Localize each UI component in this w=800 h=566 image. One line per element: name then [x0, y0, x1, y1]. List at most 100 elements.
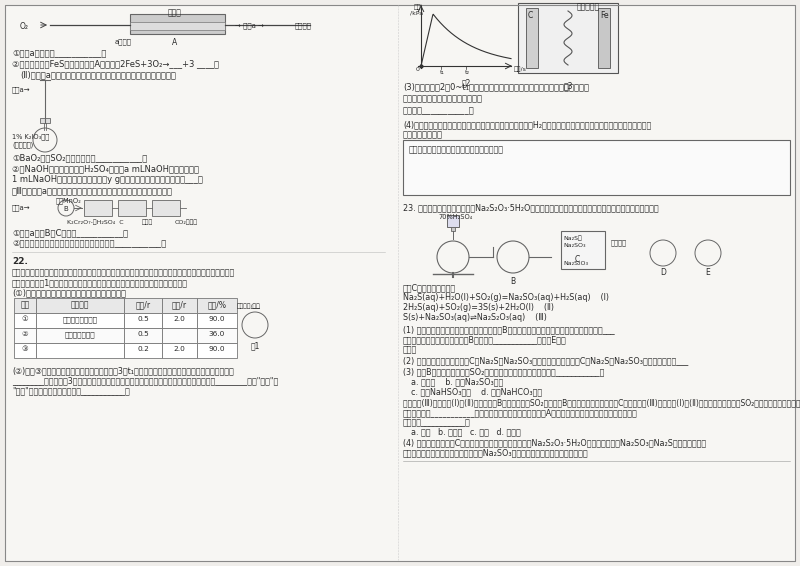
Text: 90.0: 90.0 — [209, 346, 226, 352]
Text: (3) 装置B的作用之一是控制SO₂的生成速率，其中的液体最好选择___________，: (3) 装置B的作用之一是控制SO₂的生成速率，其中的液体最好选择_______… — [403, 367, 604, 376]
Text: 过多的现象是___________。反应后再用酒精灯适当加热过滤A，实验室用酒精灯加热时必须使用石棉环: 过多的现象是___________。反应后再用酒精灯适当加热过滤A，实验室用酒精… — [403, 408, 638, 417]
Text: 假设一：发生析氢腐蚀产生了气体；: 假设一：发生析氢腐蚀产生了气体； — [403, 94, 483, 103]
Bar — [403, 140, 790, 195]
Text: 2.0: 2.0 — [174, 316, 186, 322]
Text: K₂Cr₂O₇-稀H₂SO₄  C: K₂Cr₂O₇-稀H₂SO₄ C — [67, 219, 124, 225]
Text: 时间/s: 时间/s — [514, 66, 527, 71]
Text: 实验步骤和结论（不要求写具体操作过程）：: 实验步骤和结论（不要求写具体操作过程）： — [409, 145, 504, 154]
Text: (3)该小组对图2中0~t₁时压强变大的原因提出了如下假设，请你完成假设二：: (3)该小组对图2中0~t₁时压强变大的原因提出了如下假设，请你完成假设二： — [403, 82, 589, 91]
Text: (4)为验证假设一，某同学设计了检验收集的气体中是否含有H₂的方案。请你再设计一个实验方案验证假设一，写出: (4)为验证假设一，某同学设计了检验收集的气体中是否含有H₂的方案。请你再设计一… — [403, 120, 651, 129]
Text: t₂: t₂ — [465, 70, 470, 75]
Text: S(s)+Na₂SO₃(aq)⇌Na₂S₂O₃(aq)    (Ⅲ): S(s)+Na₂SO₃(aq)⇌Na₂S₂O₃(aq) (Ⅲ) — [403, 313, 547, 322]
Bar — [14, 343, 36, 358]
Text: C: C — [575, 255, 580, 264]
Text: ①气体a通过B和C的目的___________，: ①气体a通过B和C的目的___________， — [12, 228, 128, 237]
Bar — [124, 313, 162, 328]
Text: 图1: 图1 — [250, 341, 260, 350]
Text: 电解质溶液: 电解质溶液 — [577, 2, 599, 11]
Bar — [162, 298, 197, 313]
Text: t₁: t₁ — [440, 70, 445, 75]
Text: (2) 为提高产品纯度，使烧瓶C中Na₂S和Na₂SO₃尽好完全反应，则烧瓶C中Na₂S和Na₂SO₃物质的量之比为___: (2) 为提高产品纯度，使烧瓶C中Na₂S和Na₂SO₃尽好完全反应，则烧瓶C中… — [403, 356, 688, 365]
Text: 0.2: 0.2 — [137, 346, 149, 352]
Text: ②用NaOH溶液确定生成的H₂SO₄，消耗a mLNaOH溶液，若消耗: ②用NaOH溶液确定生成的H₂SO₄，消耗a mLNaOH溶液，若消耗 — [12, 164, 199, 173]
Text: CO₂吸收管: CO₂吸收管 — [175, 219, 198, 225]
Text: (②)编号③实验测得容器中压强随时间变化如图3，t₁时，容器中压强总是不起负压，其原因是发生了: (②)编号③实验测得容器中压强随时间变化如图3，t₁时，容器中压强总是不起负压，… — [12, 366, 234, 375]
Text: 90.0: 90.0 — [209, 316, 226, 322]
Text: a. 蒸馏水    b. 饱和Na₂SO₃溶液: a. 蒸馏水 b. 饱和Na₂SO₃溶液 — [411, 377, 503, 386]
Text: 隐形MnO₂: 隐形MnO₂ — [56, 197, 82, 204]
Text: 36.0: 36.0 — [209, 331, 225, 337]
Text: 0: 0 — [416, 67, 420, 72]
Text: O₂: O₂ — [20, 22, 29, 31]
Text: (4) 反应结束后，烧瓶C中的混合液过滤蒸发浓缩后可得到Na₂S₂O₃·5H₂O，其中可能含有Na₂SO₃、Na₂S等杂质，利用所: (4) 反应结束后，烧瓶C中的混合液过滤蒸发浓缩后可得到Na₂S₂O₃·5H₂O… — [403, 438, 706, 447]
Text: (淀粉分解): (淀粉分解) — [12, 141, 34, 148]
Text: (①)请完成以下实验设计表（表中不要留空格），: (①)请完成以下实验设计表（表中不要留空格）， — [12, 288, 126, 297]
Text: 0.5: 0.5 — [137, 316, 149, 322]
Bar — [130, 14, 225, 34]
Text: ③: ③ — [22, 346, 28, 352]
Bar — [518, 3, 618, 73]
Bar — [14, 298, 36, 313]
Bar — [561, 231, 605, 269]
Text: 缓冲装置: 缓冲装置 — [611, 239, 627, 246]
Text: 2H₂S(aq)+SO₂(g)=3S(s)+2H₂O(l)    (Ⅱ): 2H₂S(aq)+SO₂(g)=3S(s)+2H₂O(l) (Ⅱ) — [403, 303, 554, 312]
Text: ②: ② — [22, 331, 28, 337]
Bar — [84, 200, 112, 216]
Bar — [197, 298, 237, 313]
Text: 实验步骤和结论。: 实验步骤和结论。 — [403, 130, 443, 139]
Text: 70%H₂SO₄: 70%H₂SO₄ — [438, 214, 472, 220]
Text: 压强
/kPa: 压强 /kPa — [410, 4, 423, 15]
Text: "还原"）反应，其电极反应式是___________。: "还原"）反应，其电极反应式是___________。 — [12, 386, 130, 395]
Bar — [14, 328, 36, 343]
Text: 气体a→: 气体a→ — [12, 204, 30, 211]
Text: 23. 工业上常利用含硫废水生产Na₂S₂O₃·5H₂O，实验室可用如下装置（略去部分加热仪器）模拟生成过程。: 23. 工业上常利用含硫废水生产Na₂S₂O₃·5H₂O，实验室可用如下装置（略… — [403, 203, 658, 212]
Bar — [526, 8, 538, 68]
Text: Na₂S₂O₃: Na₂S₂O₃ — [563, 261, 588, 266]
Text: B: B — [510, 277, 515, 286]
Text: ①: ① — [22, 316, 28, 322]
Text: 已知反应(Ⅲ)相对反应(Ⅰ)和(Ⅱ)较慢，烧瓶B中先通入一些SO₂，将容器B中的液体全部转移到烧瓶C，已知反应(Ⅲ)相对反应(Ⅰ)和(Ⅱ)较慢，后再继续通入SO: 已知反应(Ⅲ)相对反应(Ⅰ)和(Ⅱ)较慢，烧瓶B中先通入一些SO₂，将容器B中的… — [403, 398, 800, 407]
Text: E: E — [706, 268, 710, 277]
Bar — [130, 22, 225, 30]
Text: （Ⅲ）将气体a通入测硫装置中（如下图），采用重量法测定硫的质量。: （Ⅲ）将气体a通入测硫装置中（如下图），采用重量法测定硫的质量。 — [12, 186, 173, 195]
Bar — [124, 298, 162, 313]
Text: 0.5: 0.5 — [137, 331, 149, 337]
Bar — [197, 328, 237, 343]
Text: 研究小组为探究酸性条件下铁发生电化学腐蚀类型的影响因素，将适合合均的新制锉和橘齿置于密胱底部，: 研究小组为探究酸性条件下铁发生电化学腐蚀类型的影响因素，将适合合均的新制锉和橘齿… — [12, 268, 235, 277]
Text: Na₂S(aq)+H₂O(l)+SO₂(g)=Na₂SO₃(aq)+H₂S(aq)    (Ⅰ): Na₂S(aq)+H₂O(l)+SO₂(g)=Na₂SO₃(aq)+H₂S(aq… — [403, 293, 609, 302]
Bar — [451, 227, 455, 231]
Bar — [36, 313, 124, 328]
Bar — [36, 343, 124, 358]
Text: 碳粉/r: 碳粉/r — [135, 300, 150, 309]
Bar — [197, 343, 237, 358]
Text: 图3: 图3 — [563, 81, 573, 90]
Text: (Ⅱ)将气体a通入测硫酸装置中（如图），采用滴定法测定硫的含量。: (Ⅱ)将气体a通入测硫酸装置中（如图），采用滴定法测定硫的含量。 — [20, 70, 176, 79]
Text: a. 烧杯   b. 蒸发皿   c. 试管   d. 使用盘: a. 烧杯 b. 蒸发皿 c. 试管 d. 使用盘 — [411, 427, 521, 436]
Text: → 气体a →: → 气体a → — [235, 22, 264, 29]
Bar — [36, 298, 124, 313]
Bar — [14, 313, 36, 328]
Text: ①BaO₂氧化SO₂的化学方程式___________。: ①BaO₂氧化SO₂的化学方程式___________。 — [12, 153, 147, 162]
Text: 气体a→: 气体a→ — [12, 86, 30, 93]
Text: ①气体a的成分是___________。: ①气体a的成分是___________。 — [12, 48, 106, 57]
Text: 给试剂设计实验，检测产品中是否存在Na₂SO₃。简要说明实验操作、现象和结论：: 给试剂设计实验，检测产品中是否存在Na₂SO₃。简要说明实验操作、现象和结论： — [403, 448, 589, 457]
Text: 铁片/r: 铁片/r — [172, 300, 187, 309]
Text: 1 mLNaOH溶液相当于硫的质量为y g，则该钢棒中硫的质量分数为___，: 1 mLNaOH溶液相当于硫的质量为y g，则该钢棒中硫的质量分数为___， — [12, 175, 203, 184]
Text: 假设二：___________；: 假设二：___________； — [403, 106, 474, 115]
Text: ②计算钢棒中硫的质量分数，应测量的数据是___________。: ②计算钢棒中硫的质量分数，应测量的数据是___________。 — [12, 239, 166, 248]
Text: C: C — [528, 11, 534, 20]
Text: 溶液。: 溶液。 — [403, 345, 418, 354]
Text: B: B — [63, 206, 68, 212]
Text: 干燥管: 干燥管 — [142, 219, 154, 225]
Bar — [124, 343, 162, 358]
Text: 2.0: 2.0 — [174, 346, 186, 352]
Bar — [598, 8, 610, 68]
Text: ________反应；在图3中用箭头标出发生谨酸腐蚀时电子转动方向，此时，碳粉表面发生了________（填"氧化"或: ________反应；在图3中用箭头标出发生谨酸腐蚀时电子转动方向，此时，碳粉表… — [12, 376, 278, 385]
Text: 为以下实验作参照: 为以下实验作参照 — [62, 316, 98, 323]
Text: 实验目的: 实验目的 — [70, 300, 90, 309]
Text: 测定装置: 测定装置 — [295, 22, 312, 29]
Bar — [36, 328, 124, 343]
Text: (1) 仪器检测完成后，关闭两端活塞，向装置B中的长颈漏斗内注入液体至形成一段液注，若___: (1) 仪器检测完成后，关闭两端活塞，向装置B中的长颈漏斗内注入液体至形成一段液… — [403, 325, 614, 334]
Text: 硫酸/%: 硫酸/% — [207, 300, 226, 309]
Bar — [152, 200, 180, 216]
